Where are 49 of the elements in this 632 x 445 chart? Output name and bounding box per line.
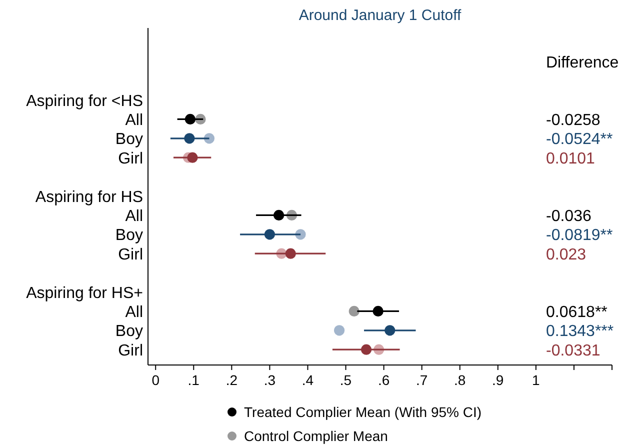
- legend-label: Treated Complier Mean (With 95% CI): [244, 404, 482, 420]
- point: [348, 306, 360, 316]
- annotation: -0.036: [546, 208, 592, 225]
- annotation: -0.0819**: [546, 227, 613, 244]
- x-tick-label: 0: [152, 372, 160, 388]
- x-tick-label: .2: [226, 372, 238, 388]
- chart-title: Around January 1 Cutoff: [298, 7, 462, 24]
- annotation: -0.0331: [546, 342, 600, 360]
- annotation: 0.0618**: [546, 304, 608, 321]
- point: [184, 133, 195, 144]
- x-tick-label: .9: [492, 372, 504, 388]
- x-tick-label: .6: [378, 372, 390, 388]
- point: [361, 344, 372, 355]
- annotation: -0.0258: [546, 112, 600, 129]
- y-tick-label: All: [125, 112, 143, 129]
- point: [384, 325, 396, 336]
- y-tick-label: Aspiring for HS+: [26, 284, 143, 302]
- y-tick-label: Girl: [118, 246, 143, 264]
- annotation: 0.0101: [546, 150, 596, 168]
- text: Difference: [546, 54, 619, 72]
- x-tick-label: .7: [416, 372, 428, 388]
- point: [285, 248, 296, 259]
- point: [372, 306, 384, 316]
- x-tick-label: .4: [302, 372, 314, 388]
- y-tick-label: All: [125, 304, 143, 321]
- point: [204, 133, 215, 144]
- point: [187, 152, 198, 163]
- legend-label: Control Complier Mean: [244, 428, 388, 444]
- point: [184, 114, 196, 124]
- point: [334, 325, 345, 336]
- annotation: 0.023: [546, 246, 586, 264]
- y-tick-label: Girl: [118, 342, 143, 360]
- y-tick-label: All: [125, 208, 143, 225]
- y-tick-label: Aspiring for HS: [35, 188, 143, 206]
- point: [274, 210, 284, 220]
- x-tick-label: .1: [188, 372, 200, 388]
- annotation: -0.0524**: [546, 131, 613, 148]
- x-tick-label: 1: [532, 372, 540, 388]
- y-tick-label: Aspiring for <HS: [26, 92, 143, 110]
- point: [295, 229, 306, 240]
- x-tick-label: .3: [264, 372, 276, 388]
- x-tick-label: .8: [454, 372, 466, 388]
- y-tick-label: Girl: [118, 150, 143, 168]
- annotation: 0.1343***: [546, 323, 614, 340]
- x-tick-label: .5: [340, 372, 352, 388]
- point: [264, 229, 276, 240]
- y-tick-label: Boy: [115, 227, 143, 244]
- y-tick-label: Boy: [115, 131, 143, 148]
- y-tick-label: Boy: [115, 323, 143, 340]
